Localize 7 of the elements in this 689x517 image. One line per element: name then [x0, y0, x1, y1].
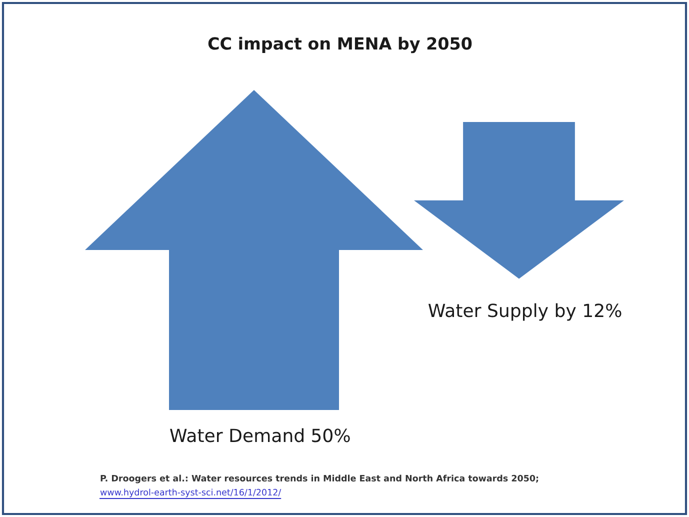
text: www.hydrol-earth-syst-sci.net/16/1/2012/	[100, 488, 282, 498]
text: P. Droogers et al.: Water resources trends in Middle East and North Africa towards 2050;	[100, 474, 538, 484]
category-label: Water Demand	[170, 428, 304, 442]
data-label: 12%	[584, 304, 622, 318]
text: CC impact on MENA by 2050	[208, 36, 472, 54]
data-label: 50%	[312, 428, 350, 442]
category-label: Water Supply by	[428, 303, 576, 321]
